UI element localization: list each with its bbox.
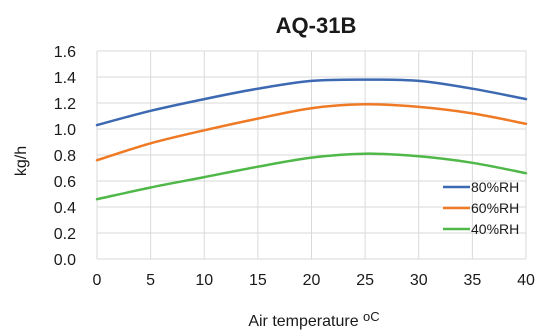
series-line-3 [95,152,528,201]
x-axis-label: Air temperature oC [248,309,379,330]
y-tick-label: 0.0 [54,252,76,269]
series-line-2 [95,103,528,162]
y-tick-label: 0.6 [54,174,76,191]
y-axis-label: kg/h [13,146,30,176]
legend-label: 80%RH [471,179,519,195]
series-lines [95,78,528,201]
x-tick-label: 0 [93,272,102,289]
x-axis-label-unit: oC [363,309,380,324]
y-axis-ticks: 0.0 0.2 0.4 0.6 0.8 1.0 1.2 1.4 1.6 [54,44,76,269]
chart-title: AQ-31B [276,13,357,38]
x-tick-label: 25 [356,272,374,289]
legend: 80%RH 60%RH 40%RH [443,179,519,237]
y-tick-label: 1.0 [54,122,76,139]
gridlines [96,50,527,260]
x-tick-label: 35 [463,272,481,289]
series-line-1 [95,78,528,127]
y-tick-label: 0.4 [54,200,76,217]
y-tick-label: 0.2 [54,226,76,243]
x-axis-label-text: Air temperature [248,313,363,330]
x-tick-label: 20 [303,272,321,289]
x-tick-label: 30 [410,272,428,289]
y-tick-label: 0.8 [54,148,76,165]
x-tick-label: 5 [146,272,155,289]
x-tick-label: 15 [249,272,267,289]
x-axis-ticks: 0 5 10 15 20 25 30 35 40 [93,272,535,289]
y-tick-label: 1.6 [54,44,76,61]
y-tick-label: 1.4 [54,70,76,87]
legend-label: 60%RH [471,200,519,216]
legend-label: 40%RH [471,221,519,237]
y-tick-label: 1.2 [54,96,76,113]
x-tick-label: 40 [517,272,535,289]
x-tick-label: 10 [195,272,213,289]
